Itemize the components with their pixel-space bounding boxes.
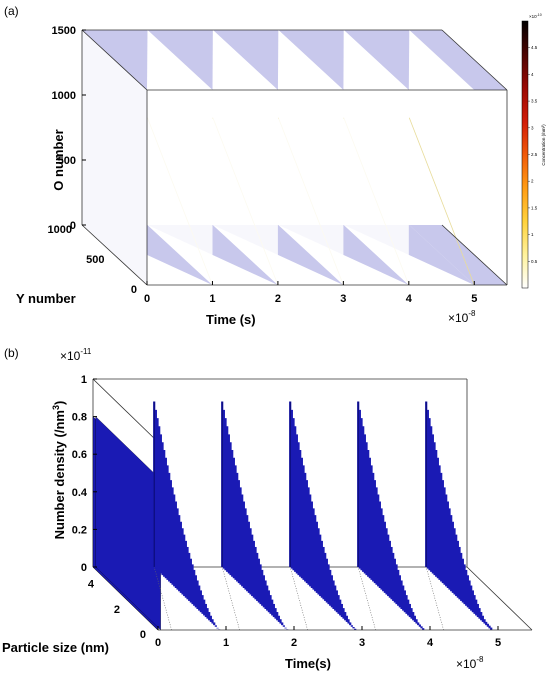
panel-a-frame-edge <box>81 224 148 286</box>
panel-b-slice <box>289 401 357 631</box>
panel-b-z-tick-label: 1 <box>81 374 87 386</box>
panel-b-x-tick-label: 1 <box>223 637 229 649</box>
panel-a-z-tick-label: 500 <box>58 155 76 167</box>
colorbar-exponent: ×10-10 <box>529 13 542 19</box>
panel-b: (b) ×10-11 0 1 2 3 4 5 0 0.2 0.4 0.6 0.8 1 0 2 4 Time(… <box>2 346 533 671</box>
panel-b-x-tick-label: 5 <box>495 637 501 649</box>
panel-a-ticks: 0 1 2 3 4 5 0 500 1000 1500 0 500 1000 <box>48 25 478 305</box>
panel-a-ceiling-shade <box>409 30 507 90</box>
panel-b-z-tick-label: 0.4 <box>72 487 88 499</box>
panel-b-z-tick-label: 0.6 <box>72 449 87 461</box>
panel-a-ylabel: Y number <box>16 291 76 306</box>
colorbar-tick-label: 0.5 <box>531 259 538 264</box>
panel-a-x-tick-label: 4 <box>406 293 413 305</box>
panel-b-baseline <box>153 566 172 631</box>
panel-a-z-tick-label: 1000 <box>52 90 76 102</box>
panel-a-x-exponent: ×10-8 <box>448 309 476 325</box>
panel-b-bar <box>95 416 161 631</box>
colorbar-title: Concentration (/nm³) <box>541 124 546 166</box>
panel-b-slice <box>357 401 425 631</box>
colorbar-tick-label: 1.5 <box>531 205 538 210</box>
panel-b-y-tick-label: 4 <box>88 579 95 591</box>
panel-a-z-tick-label: 1500 <box>52 25 76 37</box>
colorbar-tick-label: 1 <box>531 232 534 237</box>
panel-a-frame-edge <box>441 29 508 91</box>
panel-b-slice <box>425 401 493 631</box>
panel-a-frame <box>81 29 508 286</box>
panel-a-ceiling-shade <box>147 30 213 90</box>
panel-a-y-tick-label: 0 <box>131 284 137 296</box>
panel-a-ceiling-shade <box>278 30 344 90</box>
colorbar-tick-label: 2 <box>531 179 534 184</box>
panel-a-frame-edge <box>81 29 148 91</box>
colorbar-tick-label: 3 <box>531 125 534 130</box>
panel-b-baseline <box>357 566 376 631</box>
panel-b-x-tick-label: 0 <box>155 637 161 649</box>
colorbar-tick-label: 4.5 <box>531 45 538 50</box>
panel-a-frame-edge <box>441 224 508 286</box>
panel-b-z-exponent: ×10-11 <box>60 347 92 363</box>
panel-b-x-exponent: ×10-8 <box>456 655 484 671</box>
panel-a-slice-plane <box>278 30 344 285</box>
colorbar-tick-label: 4 <box>531 72 534 77</box>
panel-b-baseline <box>425 566 444 631</box>
panel-b-frame-back <box>92 378 468 631</box>
panel-b-x-tick-label: 3 <box>359 637 365 649</box>
panel-a-y-tick-label: 500 <box>86 254 104 266</box>
panel-b-label: (b) <box>4 346 19 360</box>
panel-b-bars <box>92 401 493 631</box>
panel-b-slice <box>92 416 161 631</box>
panel-a-slice-plane <box>212 30 278 285</box>
panel-a-slices <box>82 30 507 286</box>
panel-a-x-tick-label: 2 <box>275 293 281 305</box>
colorbar-ticks: 0.5 1 1.5 2 2.5 3 3.5 4 4.5 <box>528 45 538 264</box>
colorbar-tick-label: 3.5 <box>531 99 538 104</box>
panel-a-ceiling-shade <box>212 30 279 90</box>
panel-b-ticks: 0 1 2 3 4 5 0 0.2 0.4 0.6 0.8 1 0 2 4 <box>72 374 501 649</box>
panel-b-x-tick-label: 4 <box>427 637 434 649</box>
panel-b-y-tick-label: 2 <box>114 604 120 616</box>
panel-a-y-tick-label: 1000 <box>48 224 72 236</box>
panel-a-ceiling-shade <box>343 30 410 90</box>
panel-a-x-tick-label: 1 <box>209 293 215 305</box>
panel-b-ylabel: Particle size (nm) <box>2 640 109 655</box>
panel-b-z-tick-label: 0.8 <box>72 412 87 424</box>
panel-b-z-tick-label: 0 <box>81 562 87 574</box>
panel-b-slice <box>221 401 289 631</box>
panel-a-label: (a) <box>4 4 19 18</box>
panel-a-x-tick-label: 3 <box>340 293 346 305</box>
panel-b-baseline <box>221 566 240 631</box>
panel-b-baseline <box>289 566 308 631</box>
panel-a-x-tick-label: 5 <box>471 293 477 305</box>
panel-b-y-tick-label: 0 <box>140 629 146 641</box>
panel-b-slice <box>153 401 221 631</box>
panel-a-z-tick-label: 0 <box>70 220 76 232</box>
colorbar-tick-label: 2.5 <box>531 152 538 157</box>
panel-b-frame-edge <box>466 566 533 631</box>
panel-b-zlabel: Number density (/nm3) <box>51 401 67 540</box>
panel-b-frame-edge <box>92 378 159 443</box>
panel-a-slice-plane <box>343 30 409 285</box>
colorbar: 0.5 1 1.5 2 2.5 3 3.5 4 4.5 ×10-10 Concentration… <box>521 13 546 289</box>
panel-a-zlabel: O number <box>51 129 66 190</box>
panel-b-x-tick-label: 2 <box>291 637 297 649</box>
panel-a-floor-shade <box>409 225 507 285</box>
panel-a-xlabel: Time (s) <box>206 312 256 327</box>
panel-a-slice-plane <box>147 30 213 285</box>
panel-a-concentration-line <box>408 117 475 286</box>
panel-b-frame-front <box>158 566 533 631</box>
panel-a-slice-plane <box>82 30 147 285</box>
panel-a-x-tick-label: 0 <box>144 293 150 305</box>
panel-b-xlabel: Time(s) <box>285 656 331 671</box>
colorbar-gradient <box>521 20 529 289</box>
panel-b-z-tick-label: 0.2 <box>72 524 87 536</box>
